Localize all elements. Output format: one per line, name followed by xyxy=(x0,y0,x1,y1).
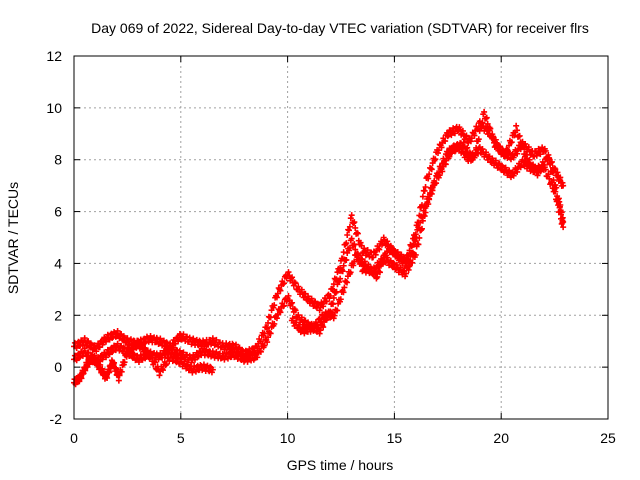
y-tick-label: 12 xyxy=(46,48,62,64)
y-tick-label: 0 xyxy=(54,359,62,375)
data-point-markers xyxy=(288,108,567,337)
y-tick-label: 6 xyxy=(54,204,62,220)
x-tick-label: 0 xyxy=(70,430,78,446)
y-tick-label: 2 xyxy=(54,307,62,323)
y-tick-label: -2 xyxy=(50,411,63,427)
x-tick-label: 15 xyxy=(387,430,403,446)
plot-frame xyxy=(73,55,609,420)
series-trace-d xyxy=(288,108,567,337)
x-tick-label: 10 xyxy=(280,430,296,446)
y-axis-label: SDTVAR / TECUs xyxy=(5,182,21,294)
y-tick-label: 10 xyxy=(46,100,62,116)
axis-ticks: 0 5 10 15 20 25 -2 0 2 4 6 8 10 12 xyxy=(46,48,616,446)
x-axis-label: GPS time / hours xyxy=(287,457,394,473)
x-tick-label: 20 xyxy=(493,430,509,446)
y-tick-label: 4 xyxy=(54,255,62,271)
chart-title: Day 069 of 2022, Sidereal Day-to-day VTE… xyxy=(91,20,589,36)
x-tick-label: 5 xyxy=(177,430,185,446)
x-tick-label: 25 xyxy=(600,430,616,446)
y-tick-label: 8 xyxy=(54,152,62,168)
